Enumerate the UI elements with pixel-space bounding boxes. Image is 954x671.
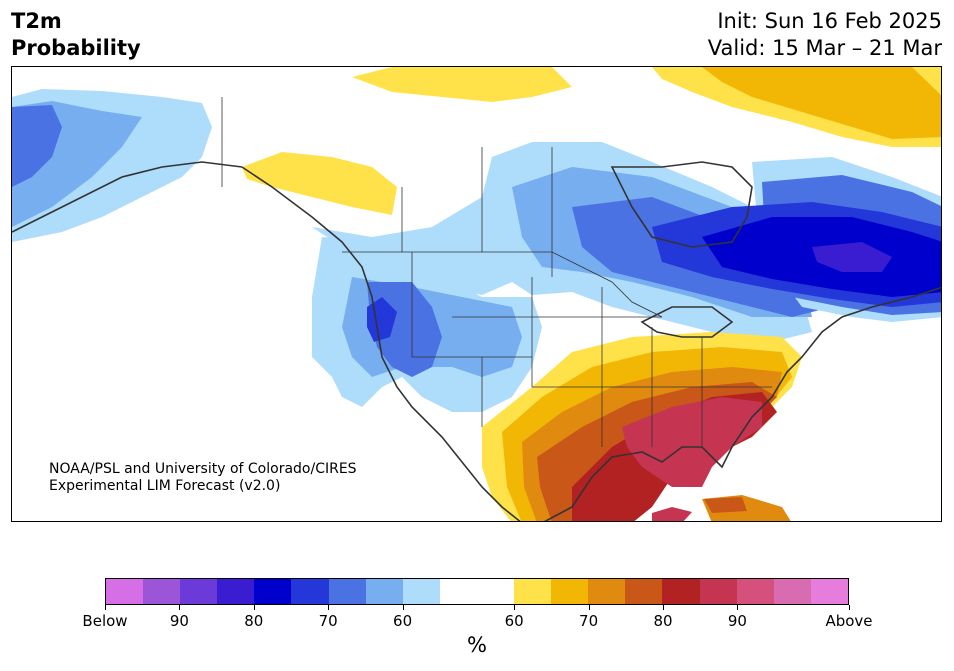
colorbar-tick-label: 90 xyxy=(727,612,747,630)
colorbar-swatch xyxy=(143,579,181,604)
political-borders xyxy=(221,97,772,447)
colorbar-swatch xyxy=(810,579,848,604)
colorbar-swatch xyxy=(402,579,440,604)
colorbar-swatch xyxy=(773,579,811,604)
colorbar xyxy=(105,578,849,605)
colorbar-swatch xyxy=(254,579,292,604)
colorbar-swatch xyxy=(699,579,737,604)
colorbar-tick-label: Below xyxy=(82,612,128,630)
colorbar-swatch xyxy=(514,579,552,604)
map-panel xyxy=(11,66,942,522)
southeast-above-crimson xyxy=(622,397,762,487)
colorbar-tickmark xyxy=(179,605,181,610)
colorbar-tick-label: 70 xyxy=(579,612,599,630)
colorbar-tick-label: Above xyxy=(825,612,873,630)
init-date: Init: Sun 16 Feb 2025 xyxy=(717,9,942,33)
product-label: Probability xyxy=(11,36,141,60)
colorbar-tick-label: 70 xyxy=(318,612,338,630)
greenland-above-gold xyxy=(702,67,941,139)
colorbar-tickmark xyxy=(328,605,330,610)
colorbar-tickmark xyxy=(737,605,739,610)
colorbar-tickmark xyxy=(588,605,590,610)
colorbar-tickmark xyxy=(514,605,516,610)
colorbar-tick-label: 80 xyxy=(244,612,264,630)
yukon-above-yellow xyxy=(242,152,397,215)
credit-text: NOAA/PSL and University of Colorado/CIRE… xyxy=(49,461,357,495)
caribbean-above-rust xyxy=(704,497,747,513)
cuba-above-crimson xyxy=(652,507,692,521)
colorbar-swatch xyxy=(736,579,774,604)
variable-label: T2m xyxy=(11,9,62,33)
arctic-above-yellow xyxy=(352,67,572,102)
colorbar-swatch xyxy=(476,579,515,604)
colorbar-swatch xyxy=(365,579,403,604)
colorbar-tick-label: 60 xyxy=(504,612,524,630)
quebec-below-indigo xyxy=(812,242,892,272)
colorbar-swatch xyxy=(662,579,700,604)
colorbar-tick-label: 60 xyxy=(393,612,413,630)
colorbar-swatch xyxy=(291,579,329,604)
colorbar-swatch xyxy=(106,579,144,604)
colorbar-tickmark xyxy=(402,605,404,610)
coastlines xyxy=(12,161,941,521)
colorbar-swatch xyxy=(625,579,663,604)
chart-title: T2m Probability xyxy=(11,8,141,62)
colorbar-swatch xyxy=(217,579,255,604)
colorbar-swatch xyxy=(180,579,218,604)
date-info: Init: Sun 16 Feb 2025 Valid: 15 Mar – 21… xyxy=(708,8,942,62)
colorbar-tick-label: 90 xyxy=(169,612,189,630)
unit-label: % xyxy=(467,633,487,657)
probability-map xyxy=(12,67,941,521)
colorbar-swatch xyxy=(439,579,477,604)
credit-line-1: NOAA/PSL and University of Colorado/CIRE… xyxy=(49,461,357,477)
colorbar-swatch xyxy=(588,579,626,604)
colorbar-swatch xyxy=(551,579,589,604)
valid-range: Valid: 15 Mar – 21 Mar xyxy=(707,36,942,60)
credit-line-2: Experimental LIM Forecast (v2.0) xyxy=(49,478,281,494)
colorbar-tickmark xyxy=(105,605,106,610)
colorbar-tickmark xyxy=(253,605,255,610)
colorbar-tickmark xyxy=(663,605,664,610)
colorbar-swatch xyxy=(328,579,366,604)
colorbar-tickmark xyxy=(849,605,850,610)
alaska-below-med xyxy=(12,105,62,187)
colorbar-tick-label: 80 xyxy=(653,612,673,630)
